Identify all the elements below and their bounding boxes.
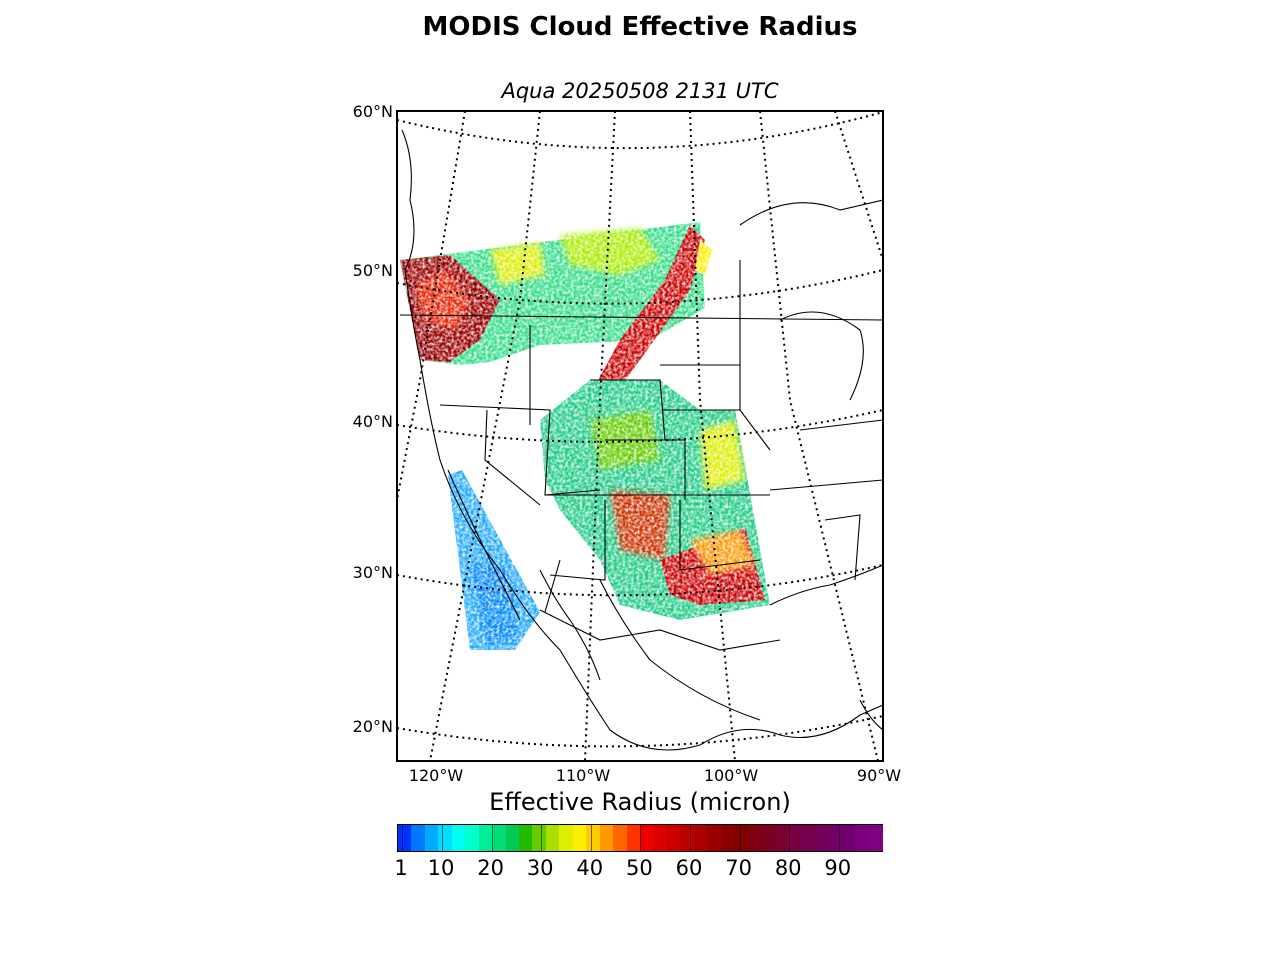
colorbar-segment [478, 825, 493, 851]
colorbar-tick-label: 90 [824, 856, 852, 880]
colorbar-tick-label: 60 [675, 856, 703, 880]
colorbar-segment [774, 825, 789, 851]
lat-label-40n: 40°N [352, 412, 393, 431]
colorbar-tick [442, 825, 443, 851]
graticule [397, 111, 883, 761]
coastlines-and-borders [399, 129, 883, 751]
chart-title: MODIS Cloud Effective Radius [422, 12, 858, 42]
colorbar-segment [734, 825, 749, 851]
colorbar-segment [868, 825, 883, 851]
colorbar-segment [720, 825, 735, 851]
colorbar-segment [559, 825, 574, 851]
lon-label-100w: 100°W [703, 766, 759, 785]
colorbar-segment [572, 825, 587, 851]
map-frame [396, 110, 884, 762]
lat-label-20n: 20°N [352, 717, 393, 736]
colorbar-segment [532, 825, 547, 851]
colorbar-tick [789, 825, 791, 851]
colorbar-tick-label: 40 [576, 856, 604, 880]
colorbar-segment [747, 825, 762, 851]
colorbar-segment [841, 825, 856, 851]
colorbar-segment [640, 825, 655, 851]
colorbar-segment [545, 825, 560, 851]
colorbar-segment [613, 825, 628, 851]
colorbar-tick [838, 825, 840, 851]
colorbar-segment [787, 825, 802, 851]
colorbar-segment [828, 825, 843, 851]
chart-subtitle: Aqua 20250508 2131 UTC [501, 79, 779, 103]
colorbar-segment [519, 825, 534, 851]
colorbar-segment [465, 825, 480, 851]
lon-label-120w: 120°W [408, 766, 464, 785]
colorbar-segment [801, 825, 816, 851]
colorbar-segment [505, 825, 520, 851]
colorbar-tick-label: 50 [626, 856, 653, 880]
colorbar-title: Effective Radius (micron) [489, 788, 791, 816]
lat-label-50n: 50°N [352, 261, 393, 280]
colorbar-segment [666, 825, 681, 851]
colorbar-segment [855, 825, 870, 851]
colorbar-tick-label: 20 [477, 856, 504, 880]
colorbar-segment [424, 825, 439, 851]
colorbar-tick [491, 825, 493, 851]
colorbar-segment [492, 825, 507, 851]
colorbar-tick [690, 825, 691, 851]
colorbar-tick [590, 825, 592, 851]
colorbar-tick-label: 80 [774, 856, 802, 880]
colorbar-segment [761, 825, 776, 851]
colorbar-segment [814, 825, 829, 851]
colorbar-tick [402, 825, 403, 851]
colorbar-tick-label: 1 [394, 856, 408, 880]
colorbar-segment [626, 825, 641, 851]
lon-label-110w: 110°W [555, 766, 611, 785]
colorbar-segment [411, 825, 426, 851]
colorbar-segment [599, 825, 614, 851]
colorbar-segment [680, 825, 695, 851]
lat-label-30n: 30°N [352, 563, 393, 582]
colorbar-tick [739, 825, 741, 851]
colorbar-tick-label: 70 [725, 856, 752, 880]
colorbar-segment [451, 825, 466, 851]
lat-label-60n: 60°N [352, 102, 393, 121]
colorbar-segment [438, 825, 453, 851]
colorbar-segment [693, 825, 708, 851]
colorbar-tick-label: 30 [526, 856, 554, 880]
colorbar [397, 824, 883, 852]
colorbar-segment [586, 825, 601, 851]
colorbar-tick-label: 10 [427, 856, 455, 880]
colorbar-segment [398, 825, 413, 851]
colorbar-tick [640, 825, 642, 851]
lon-label-90w: 90°W [856, 766, 902, 785]
colorbar-segment [707, 825, 722, 851]
colorbar-segment [653, 825, 668, 851]
colorbar-tick [541, 825, 543, 851]
